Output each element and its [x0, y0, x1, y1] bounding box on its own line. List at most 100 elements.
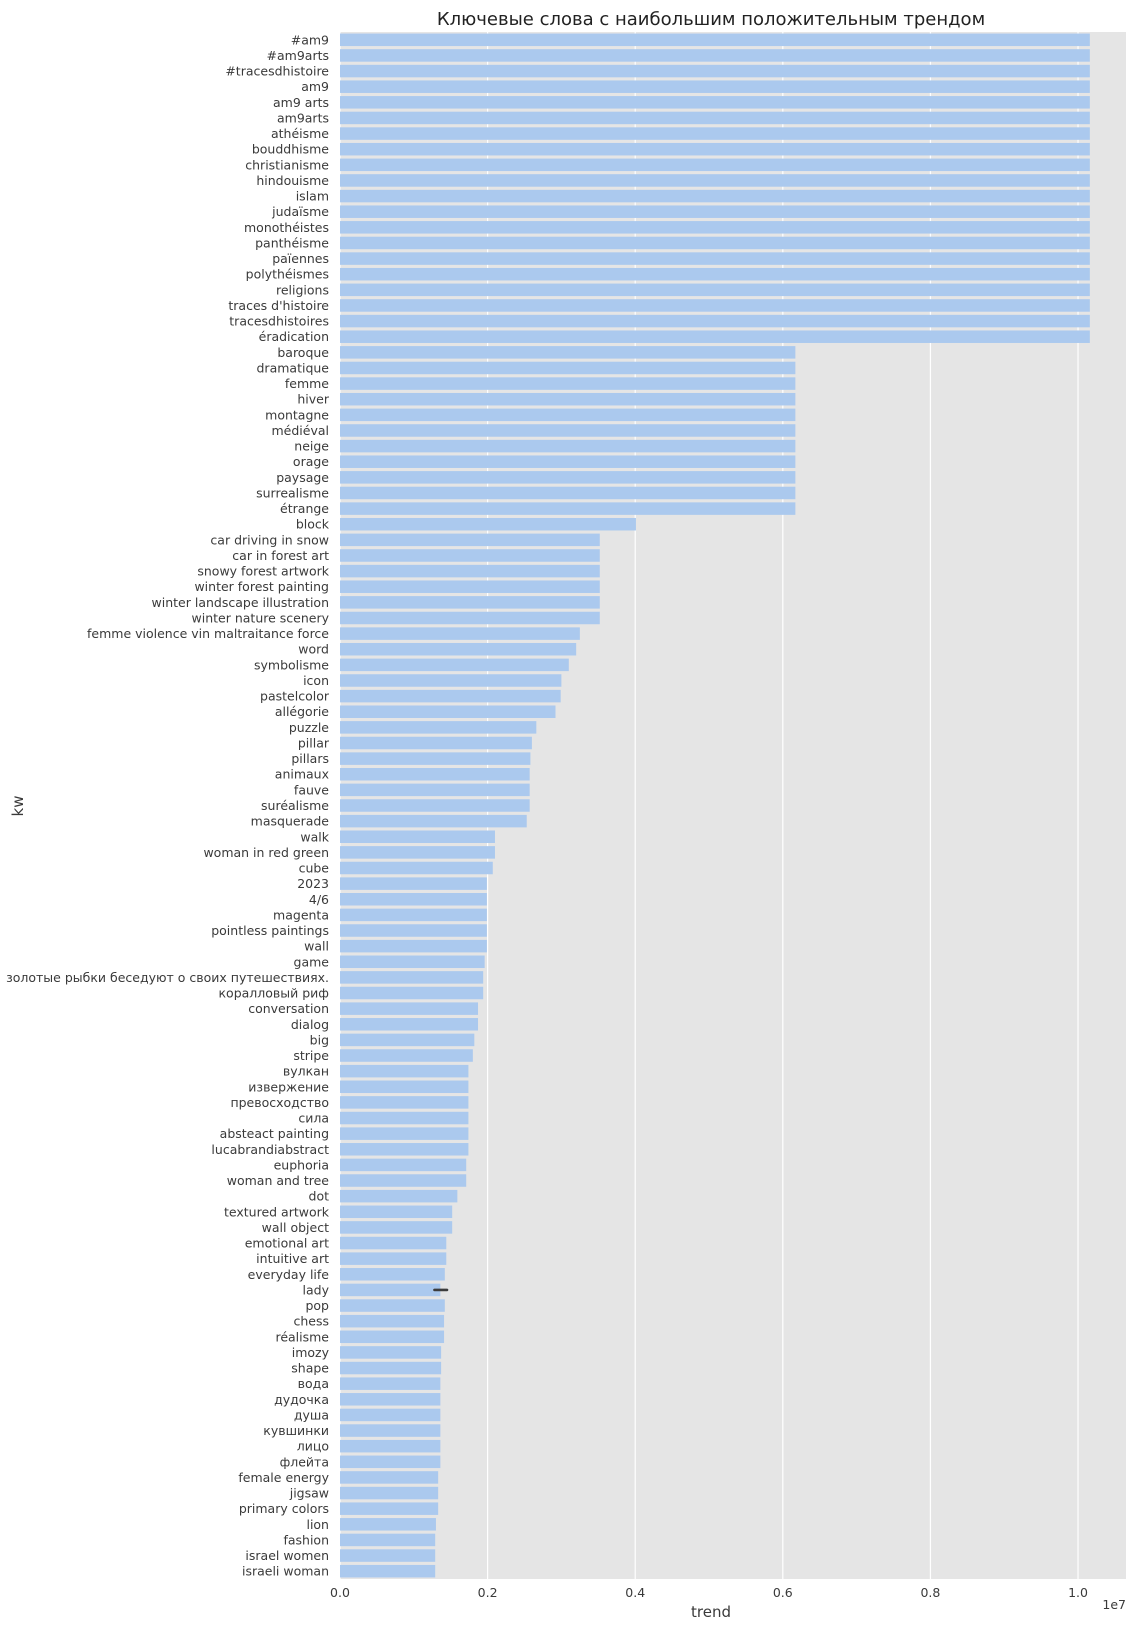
bar: [340, 1377, 441, 1390]
y-tick-label: femme violence vin maltraitance force: [87, 626, 329, 641]
y-tick-label: lion: [306, 1517, 329, 1532]
bar: [340, 1143, 469, 1156]
y-tick-label: polythéismes: [246, 267, 329, 282]
bar: [340, 80, 1090, 93]
y-tick-label: euphoria: [274, 1157, 329, 1172]
y-tick-label: textured artwork: [224, 1204, 330, 1219]
bar: [340, 580, 600, 593]
bar: [340, 814, 527, 828]
bar: [340, 627, 580, 640]
y-tick-label: paysage: [276, 470, 329, 485]
x-tick-label: 0.6: [773, 1585, 793, 1600]
x-tick-label: 0.4: [625, 1585, 645, 1600]
y-tick-label: primary colors: [239, 1501, 329, 1516]
y-tick-label: душа: [294, 1407, 329, 1422]
bar: [340, 314, 1090, 328]
bar: [340, 64, 1090, 78]
bar: [340, 1018, 479, 1031]
bar: [340, 736, 532, 750]
y-tick-label: лицо: [297, 1439, 329, 1454]
y-tick-label: дудочка: [274, 1392, 329, 1407]
bar: [340, 1502, 439, 1515]
y-tick-label: traces d'histoire: [228, 298, 329, 313]
bar: [340, 236, 1090, 250]
bar: [340, 799, 530, 812]
y-tick-label: woman and tree: [227, 1173, 330, 1188]
bar: [340, 1471, 439, 1484]
bar: [340, 1158, 467, 1172]
y-tick-label: big: [310, 1032, 329, 1047]
y-tick-label: médiéval: [272, 423, 330, 438]
bar: [340, 517, 636, 531]
y-tick-label: neige: [294, 439, 329, 454]
y-tick-label: fashion: [283, 1532, 329, 1547]
bar: [340, 564, 600, 578]
bar: [340, 252, 1090, 265]
bar: [340, 408, 796, 422]
bar: [340, 1424, 441, 1437]
y-tick-label: magenta: [273, 907, 329, 922]
x-axis-label: trend: [691, 1603, 731, 1621]
bar: [340, 1064, 469, 1078]
y-tick-label: panthéisme: [255, 235, 329, 250]
bar: [340, 1002, 479, 1015]
bar: [340, 658, 569, 672]
bar: [340, 596, 600, 609]
y-tick-label: everyday life: [248, 1267, 330, 1282]
y-tick-label: bouddhisme: [252, 142, 329, 157]
bar: [340, 1564, 436, 1578]
y-tick-label: femme: [285, 376, 329, 391]
y-tick-label: cube: [299, 861, 330, 876]
bar: [340, 1330, 445, 1344]
y-tick-label: pillars: [291, 751, 329, 766]
bar: [340, 439, 796, 453]
bar: [340, 455, 796, 468]
bar: [340, 1236, 447, 1250]
y-tick-label: превосходство: [230, 1095, 329, 1110]
bar: [340, 96, 1090, 109]
bar: [340, 1033, 475, 1047]
y-tick-label: dramatique: [257, 360, 330, 375]
bar: [340, 877, 487, 890]
y-tick-label: pointless paintings: [211, 923, 329, 938]
bar: [340, 392, 796, 406]
y-tick-label: #tracesdhistoire: [225, 64, 329, 79]
bar: [340, 1049, 473, 1062]
y-tick-label: islam: [296, 189, 329, 204]
y-tick-label: chess: [293, 1314, 329, 1329]
y-tick-label: israeli woman: [242, 1564, 329, 1579]
y-tick-label: game: [294, 954, 330, 969]
y-tick-label: religions: [276, 282, 329, 297]
bar: [340, 1189, 458, 1203]
bar: [340, 893, 487, 906]
bar: [340, 1486, 439, 1500]
bar: [340, 221, 1090, 234]
x-tick-label: 1.0: [1068, 1585, 1088, 1600]
y-tick-label: étrange: [280, 501, 329, 516]
bar: [340, 986, 484, 1000]
y-tick-label: baroque: [277, 345, 329, 360]
bar: [340, 1439, 441, 1453]
bar: [340, 955, 485, 969]
y-tick-label: éradication: [259, 329, 329, 344]
bar: [340, 1268, 445, 1281]
y-tick-label: emotional art: [245, 1236, 329, 1251]
bar: [340, 908, 487, 922]
bar: [340, 33, 1090, 47]
y-tick-label: walk: [300, 829, 329, 844]
bar: [340, 1096, 469, 1109]
y-tick-label: athéisme: [271, 126, 329, 141]
y-tick-label: 2023: [297, 876, 329, 891]
y-tick-label: conversation: [248, 1001, 329, 1016]
y-tick-label: tracesdhistoires: [229, 314, 329, 329]
y-tick-label: woman in red green: [203, 845, 329, 860]
bar: [340, 1205, 453, 1219]
bar: [340, 846, 495, 859]
bar: [340, 705, 556, 718]
y-tick-label: winter landscape illustration: [152, 595, 329, 610]
bar: [340, 1221, 453, 1234]
x-tick-labels: 0.0 0.2 0.4 0.6 0.8 1.0: [330, 1585, 1088, 1600]
y-tick-label: hiver: [297, 392, 329, 407]
y-tick-label: lucabrandiabstract: [211, 1142, 329, 1157]
